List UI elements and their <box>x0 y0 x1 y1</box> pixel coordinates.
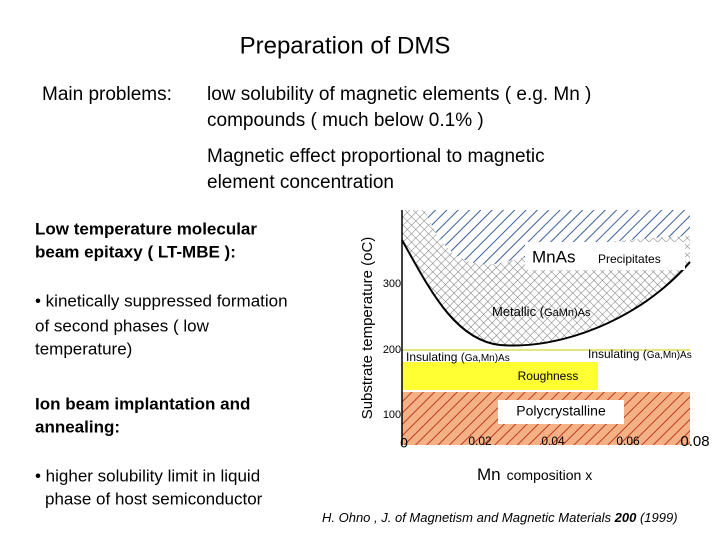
y-tick-label: 300 <box>383 278 401 290</box>
region-label: Metallic (GaMn)As <box>492 304 591 319</box>
x-tick-label: 0 <box>400 435 408 451</box>
boundary <box>401 239 691 347</box>
bullet-line: of second phases ( low <box>35 316 210 335</box>
phase-diagram: MnAs Precipitates Metallic (GaMn)As Insu… <box>359 210 710 484</box>
mnas-region <box>425 210 690 265</box>
bullet-line: temperature) <box>35 339 132 358</box>
text-part: composition x <box>507 467 593 483</box>
x-tick-label: 0.02 <box>468 434 492 448</box>
problem-line: low solubility of magnetic elements ( e.… <box>207 84 591 105</box>
text-part: Metallic ( <box>492 304 545 319</box>
text-part: Mn <box>477 465 501 484</box>
text-part: Insulating ( <box>406 350 465 364</box>
region-label: Insulating (Ga,Mn)As <box>406 350 510 364</box>
bullet-line: • higher solubility limit in liquid <box>35 466 260 485</box>
text-part: (1999) <box>636 510 677 525</box>
text-part: GaMn)As <box>544 307 591 319</box>
label-box <box>525 242 685 270</box>
text-part: Ga,Mn)As <box>647 350 692 361</box>
citation: H. Ohno , J. of Magnetism and Magnetic M… <box>322 510 678 525</box>
problems-label: Main problems: <box>42 84 172 105</box>
y-tick-label: 100 <box>383 409 401 421</box>
section-heading: Low temperature molecular <box>35 219 257 238</box>
region-label: Polycrystalline <box>516 403 606 419</box>
section-heading: annealing: <box>35 417 120 436</box>
region-label: Insulating (Ga,Mn)As <box>588 347 692 361</box>
x-tick-label: 0.04 <box>541 434 565 448</box>
region-label: Roughness <box>518 369 579 383</box>
section-heading: beam epitaxy ( LT-MBE ): <box>35 242 236 261</box>
problem-line: element concentration <box>207 172 394 193</box>
region-label: Precipitates <box>598 252 661 266</box>
x-tick-label: 0.08 <box>680 433 709 450</box>
section-heading: Ion beam implantation and <box>35 394 250 413</box>
problem-line: compounds ( much below 0.1% ) <box>207 110 484 131</box>
title: Preparation of DMS <box>240 32 451 59</box>
text-part: Insulating ( <box>588 347 647 361</box>
text-part: Ga,Mn)As <box>465 353 510 364</box>
problem-line: Magnetic effect proportional to magnetic <box>207 146 545 167</box>
label-box <box>498 400 624 424</box>
y-axis-label: Substrate temperature (oC) <box>359 237 376 420</box>
bullet-line: • kinetically suppressed formation <box>35 291 288 310</box>
x-tick-label: 0.06 <box>616 434 640 448</box>
bullet-line: phase of host semiconductor <box>45 489 263 508</box>
text-part: 200 <box>614 510 637 525</box>
y-tick-label: 200 <box>383 344 401 356</box>
region-label: MnAs <box>532 247 575 266</box>
text-part: H. Ohno , J. of Magnetism and Magnetic M… <box>322 510 615 525</box>
roughness-band <box>402 362 598 390</box>
x-axis-label: Mn composition x <box>477 465 592 484</box>
